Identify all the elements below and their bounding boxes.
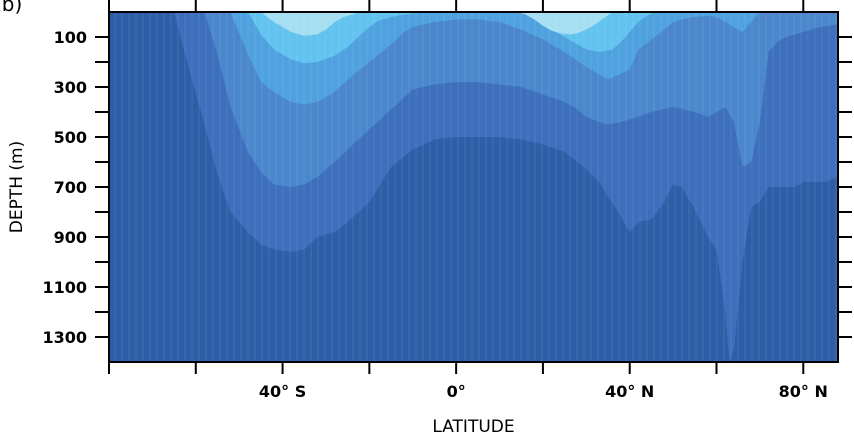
contour-fills: [109, 12, 838, 362]
y-tick-label: 1300: [42, 328, 87, 347]
hatching: [114, 12, 837, 362]
y-tick-label: 1100: [42, 278, 87, 297]
y-axis-label: DEPTH (m): [7, 141, 27, 233]
fill-level-5: [260, 12, 613, 36]
fill-level-3: [230, 12, 760, 105]
x-tick-label: 40° N: [605, 382, 654, 401]
panel-label: (b): [0, 0, 22, 16]
y-tick-label: 300: [54, 78, 87, 97]
y-tick-label: 500: [54, 128, 87, 147]
x-tick-label: 0°: [447, 382, 466, 401]
y-tick-label: 900: [54, 228, 87, 247]
y-axis: 100 300 500 700 900 1100 1300: [42, 28, 852, 347]
x-axis-label: LATITUDE: [432, 417, 514, 437]
x-axis: 40° S 0° 40° N 80° N: [108, 0, 828, 401]
x-tick-label: 40° S: [259, 382, 306, 401]
y-tick-label: 100: [54, 28, 87, 47]
y-tick-label: 700: [54, 178, 87, 197]
x-tick-label: 80° N: [779, 382, 828, 401]
